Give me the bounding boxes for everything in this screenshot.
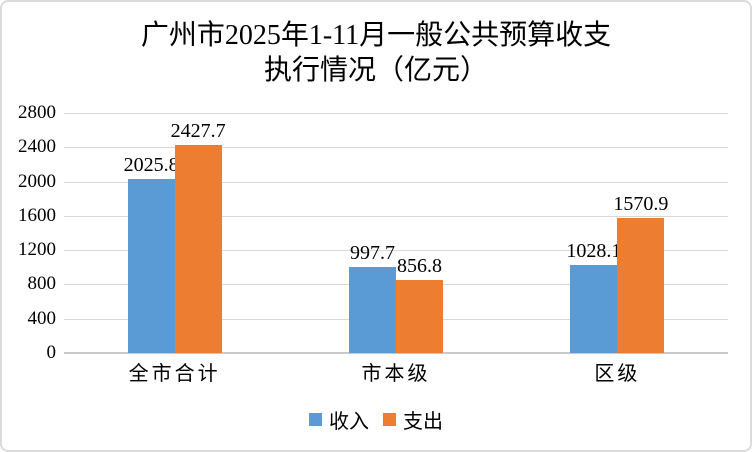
- chart-title-line-1: 广州市2025年1-11月一般公共预算收支: [140, 20, 612, 51]
- legend-swatch-icon: [309, 412, 322, 426]
- gridline: [64, 181, 728, 183]
- legend-item-expenditure: 支出: [383, 405, 443, 434]
- bar-value-label: 2025.8: [123, 154, 179, 177]
- legend-label: 收入: [329, 410, 369, 433]
- bar-expenditure: [396, 279, 443, 353]
- legend-label: 支出: [403, 410, 443, 433]
- gridline: [64, 215, 728, 217]
- y-axis-tick-label: 2000: [18, 170, 56, 192]
- y-axis-tick-label: 400: [27, 307, 57, 329]
- y-axis-tick-label: 2800: [18, 102, 56, 123]
- y-axis-tick-label: 1600: [18, 204, 56, 226]
- bar-value-label: 856.8: [397, 254, 442, 277]
- gridline: [64, 147, 728, 149]
- bar-value-label: 997.7: [350, 242, 395, 265]
- bar-value-label: 1570.9: [613, 193, 669, 216]
- y-axis-tick-label: 800: [27, 273, 57, 295]
- bar-value-label: 1028.1: [566, 239, 622, 262]
- gridline: [64, 113, 728, 114]
- bar-expenditure: [617, 218, 665, 353]
- y-axis-tick-label: 1200: [18, 239, 56, 261]
- x-axis-category-label: 区级: [594, 363, 641, 385]
- chart-title-line-2: 执行情况（亿元）: [263, 55, 488, 86]
- legend: 收入 支出: [0, 405, 752, 434]
- x-axis-category-label: 全市合计: [128, 363, 221, 385]
- x-axis-category-label: 市本级: [361, 363, 431, 385]
- y-axis-tick-label: 0: [46, 342, 57, 363]
- bar-value-label: 2427.7: [170, 119, 226, 142]
- chart-title: 广州市2025年1-11月一般公共预算收支 执行情况（亿元）: [0, 18, 752, 88]
- bar-income: [127, 179, 175, 353]
- gridline: [64, 250, 728, 252]
- bar-expenditure: [174, 144, 222, 353]
- bar-income: [570, 264, 618, 353]
- y-axis-tick-label: 2400: [18, 136, 56, 158]
- x-axis-line: [64, 352, 728, 354]
- legend-swatch-icon: [383, 412, 396, 426]
- legend-item-income: 收入: [309, 405, 369, 434]
- bar-income: [349, 267, 396, 353]
